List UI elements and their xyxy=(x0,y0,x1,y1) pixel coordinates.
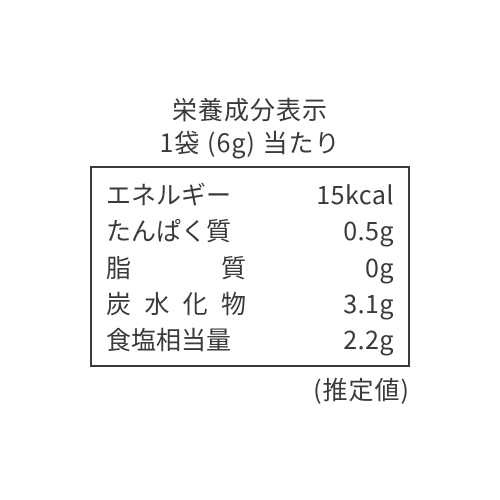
row-value-carb: 3.1g xyxy=(343,285,394,321)
fat-char-2: 質 xyxy=(221,249,246,285)
row-label-carb: 炭 水 化 物 xyxy=(106,285,246,321)
table-row: エネルギー 15kcal xyxy=(106,176,394,212)
nutrition-table: エネルギー 15kcal たんぱく質 0.5g 脂 質 0g 炭 水 化 物 3… xyxy=(90,166,410,367)
footnote-estimate: (推定値) xyxy=(90,371,410,407)
row-label-sodium: 食塩相当量 xyxy=(106,321,246,357)
table-row: たんぱく質 0.5g xyxy=(106,212,394,248)
carb-char-3: 化 xyxy=(183,285,208,321)
row-label-fat: 脂 質 xyxy=(106,249,246,285)
table-row: 食塩相当量 2.2g xyxy=(106,321,394,357)
nutrition-facts-panel: 栄養成分表示 1袋 (6g) 当たり エネルギー 15kcal たんぱく質 0.… xyxy=(90,93,410,408)
row-value-fat: 0g xyxy=(365,249,394,285)
panel-heading: 栄養成分表示 1袋 (6g) 当たり xyxy=(90,93,410,161)
carb-char-2: 水 xyxy=(144,285,169,321)
heading-line-1: 栄養成分表示 xyxy=(90,93,410,127)
row-value-energy: 15kcal xyxy=(316,176,394,212)
carb-char-1: 炭 xyxy=(106,285,131,321)
table-row: 炭 水 化 物 3.1g xyxy=(106,285,394,321)
carb-char-4: 物 xyxy=(221,285,246,321)
row-label-energy: エネルギー xyxy=(106,176,246,212)
row-value-protein: 0.5g xyxy=(343,212,394,248)
fat-char-1: 脂 xyxy=(106,249,131,285)
heading-line-2: 1袋 (6g) 当たり xyxy=(90,126,410,160)
row-value-sodium: 2.2g xyxy=(343,321,394,357)
table-row: 脂 質 0g xyxy=(106,249,394,285)
row-label-protein: たんぱく質 xyxy=(106,212,246,248)
